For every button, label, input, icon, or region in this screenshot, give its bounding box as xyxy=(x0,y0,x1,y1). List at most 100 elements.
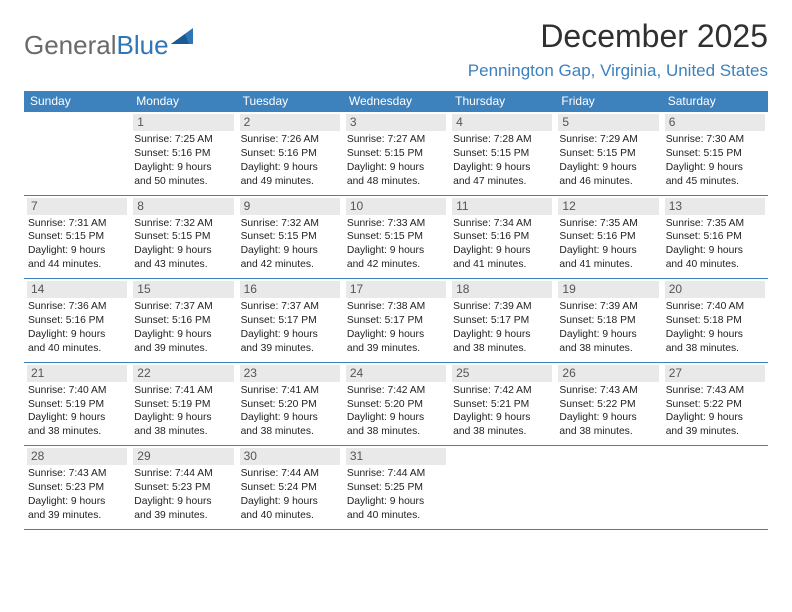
day-info-line: Sunset: 5:16 PM xyxy=(240,147,340,161)
location-text: Pennington Gap, Virginia, United States xyxy=(468,61,768,81)
day-cell: 14Sunrise: 7:36 AMSunset: 5:16 PMDayligh… xyxy=(24,279,130,362)
day-number: 18 xyxy=(452,281,552,298)
day-cell: 21Sunrise: 7:40 AMSunset: 5:19 PMDayligh… xyxy=(24,363,130,446)
day-cell: 16Sunrise: 7:37 AMSunset: 5:17 PMDayligh… xyxy=(237,279,343,362)
day-info-line: Daylight: 9 hours xyxy=(27,244,127,258)
week-row: 21Sunrise: 7:40 AMSunset: 5:19 PMDayligh… xyxy=(24,363,768,447)
day-number: 25 xyxy=(452,365,552,382)
day-info-line: Daylight: 9 hours xyxy=(27,495,127,509)
day-cell: 3Sunrise: 7:27 AMSunset: 5:15 PMDaylight… xyxy=(343,112,449,195)
triangle-icon xyxy=(171,26,197,51)
day-info-line: Sunrise: 7:39 AM xyxy=(558,300,658,314)
day-cell: 29 Sunrise: 7:44 AMSunset: 5:23 PMDayligh… xyxy=(130,446,236,529)
day-info-line: Daylight: 9 hours xyxy=(558,328,658,342)
day-info-line: and 39 minutes. xyxy=(133,509,233,523)
day-number: 9 xyxy=(240,198,340,215)
day-info-line: Sunset: 5:16 PM xyxy=(133,147,233,161)
day-info-line: Sunset: 5:16 PM xyxy=(558,230,658,244)
day-info-line: Sunset: 5:23 PM xyxy=(133,481,233,495)
day-number: 17 xyxy=(346,281,446,298)
day-number: 24 xyxy=(346,365,446,382)
day-info-line: and 41 minutes. xyxy=(558,258,658,272)
day-info-line: and 48 minutes. xyxy=(346,175,446,189)
day-info-line: Sunrise: 7:43 AM xyxy=(665,384,765,398)
day-info-line: Sunrise: 7:29 AM xyxy=(558,133,658,147)
day-info-line: Daylight: 9 hours xyxy=(665,161,765,175)
day-number: 8 xyxy=(133,198,233,215)
day-info-line: and 39 minutes. xyxy=(27,509,127,523)
day-cell: 8Sunrise: 7:32 AMSunset: 5:15 PMDaylight… xyxy=(130,196,236,279)
day-number: 19 xyxy=(558,281,658,298)
day-info-line: Sunrise: 7:40 AM xyxy=(665,300,765,314)
day-info-line: Sunset: 5:19 PM xyxy=(27,398,127,412)
day-number: 23 xyxy=(240,365,340,382)
day-info-line: Daylight: 9 hours xyxy=(452,244,552,258)
day-info-line: Sunset: 5:17 PM xyxy=(346,314,446,328)
day-info-line: Sunset: 5:15 PM xyxy=(133,230,233,244)
day-info-line: Sunset: 5:18 PM xyxy=(558,314,658,328)
day-info-line: Sunset: 5:15 PM xyxy=(558,147,658,161)
day-info-line: Sunset: 5:15 PM xyxy=(665,147,765,161)
day-cell: 23Sunrise: 7:41 AMSunset: 5:20 PMDayligh… xyxy=(237,363,343,446)
day-info-line: and 38 minutes. xyxy=(452,342,552,356)
day-info-line: Sunrise: 7:35 AM xyxy=(665,217,765,231)
weekday-header: Saturday xyxy=(662,91,768,112)
week-row: 14Sunrise: 7:36 AMSunset: 5:16 PMDayligh… xyxy=(24,279,768,363)
day-info-line: Sunrise: 7:35 AM xyxy=(558,217,658,231)
day-info-line: Sunrise: 7:41 AM xyxy=(240,384,340,398)
day-info-line: Daylight: 9 hours xyxy=(452,328,552,342)
day-cell: 4Sunrise: 7:28 AMSunset: 5:15 PMDaylight… xyxy=(449,112,555,195)
day-number: 4 xyxy=(452,114,552,131)
day-number: 1 xyxy=(133,114,233,131)
day-info-line: and 38 minutes. xyxy=(665,342,765,356)
day-info-line: Sunrise: 7:44 AM xyxy=(133,467,233,481)
day-info-line: Sunset: 5:16 PM xyxy=(133,314,233,328)
day-cell: 17Sunrise: 7:38 AMSunset: 5:17 PMDayligh… xyxy=(343,279,449,362)
day-info-line: Sunrise: 7:36 AM xyxy=(27,300,127,314)
day-number: 29 xyxy=(133,448,233,465)
day-cell: 2Sunrise: 7:26 AMSunset: 5:16 PMDaylight… xyxy=(237,112,343,195)
day-cell: 5Sunrise: 7:29 AMSunset: 5:15 PMDaylight… xyxy=(555,112,661,195)
weekday-header: Tuesday xyxy=(237,91,343,112)
day-info-line: Daylight: 9 hours xyxy=(346,328,446,342)
day-cell: 24Sunrise: 7:42 AMSunset: 5:20 PMDayligh… xyxy=(343,363,449,446)
day-info-line: Sunrise: 7:33 AM xyxy=(346,217,446,231)
day-info-line: Sunrise: 7:43 AM xyxy=(558,384,658,398)
day-info-line: Daylight: 9 hours xyxy=(133,328,233,342)
logo-text-blue: Blue xyxy=(117,30,169,60)
day-info-line: and 47 minutes. xyxy=(452,175,552,189)
day-info-line: Sunset: 5:15 PM xyxy=(346,230,446,244)
day-info-line: Daylight: 9 hours xyxy=(133,495,233,509)
day-info-line: Sunrise: 7:25 AM xyxy=(133,133,233,147)
day-info-line: Daylight: 9 hours xyxy=(346,244,446,258)
day-cell: 30Sunrise: 7:44 AMSunset: 5:24 PMDayligh… xyxy=(237,446,343,529)
day-info-line: Daylight: 9 hours xyxy=(665,244,765,258)
week-row: 28Sunrise: 7:43 AMSunset: 5:23 PMDayligh… xyxy=(24,446,768,530)
day-number: 6 xyxy=(665,114,765,131)
day-info-line: Daylight: 9 hours xyxy=(346,161,446,175)
day-info-line: and 38 minutes. xyxy=(558,342,658,356)
day-info-line: Daylight: 9 hours xyxy=(240,328,340,342)
day-info-line: and 42 minutes. xyxy=(240,258,340,272)
calendar: SundayMondayTuesdayWednesdayThursdayFrid… xyxy=(24,91,768,530)
day-number: 28 xyxy=(27,448,127,465)
day-info-line: and 45 minutes. xyxy=(665,175,765,189)
day-info-line: Sunset: 5:24 PM xyxy=(240,481,340,495)
day-cell: 7Sunrise: 7:31 AMSunset: 5:15 PMDaylight… xyxy=(24,196,130,279)
day-info-line: Daylight: 9 hours xyxy=(133,161,233,175)
day-info-line: Daylight: 9 hours xyxy=(346,411,446,425)
day-cell: 9Sunrise: 7:32 AMSunset: 5:15 PMDaylight… xyxy=(237,196,343,279)
week-row: 7Sunrise: 7:31 AMSunset: 5:15 PMDaylight… xyxy=(24,196,768,280)
day-info-line: Sunrise: 7:27 AM xyxy=(346,133,446,147)
day-number: 21 xyxy=(27,365,127,382)
day-info-line: and 50 minutes. xyxy=(133,175,233,189)
day-info-line: Sunrise: 7:41 AM xyxy=(133,384,233,398)
day-info-line: and 38 minutes. xyxy=(346,425,446,439)
day-info-line: Daylight: 9 hours xyxy=(240,495,340,509)
day-number: 2 xyxy=(240,114,340,131)
day-number: 16 xyxy=(240,281,340,298)
empty-day-cell xyxy=(449,446,555,529)
day-info-line: and 38 minutes. xyxy=(27,425,127,439)
day-info-line: Daylight: 9 hours xyxy=(240,161,340,175)
day-cell: 10Sunrise: 7:33 AMSunset: 5:15 PMDayligh… xyxy=(343,196,449,279)
